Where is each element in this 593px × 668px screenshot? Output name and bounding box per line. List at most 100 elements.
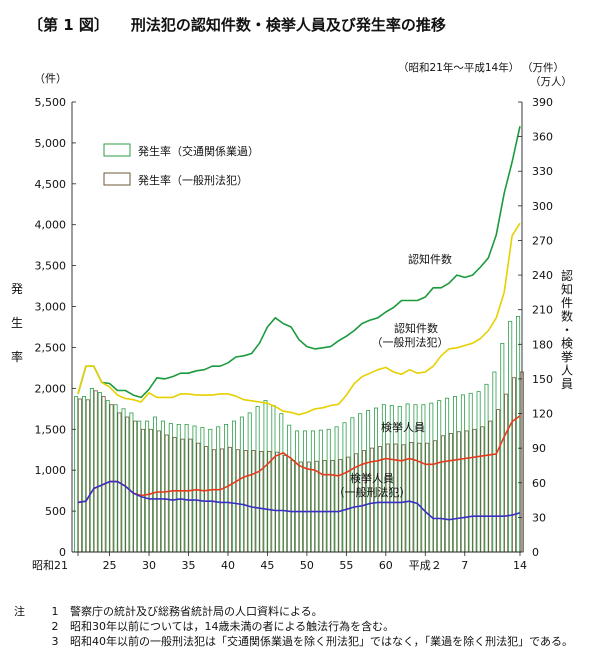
bar-general: [251, 450, 256, 553]
x-tick-label: 60: [379, 559, 393, 572]
series-annotation: 検挙人員: [381, 420, 425, 434]
bar-general: [133, 420, 138, 553]
line-series: [77, 480, 521, 521]
right-tick-label: 30: [532, 511, 546, 524]
bar-general: [259, 450, 264, 553]
note-row: 注 1 警察庁の統計及び総務省統計局の人口資料による。: [14, 604, 573, 619]
note-row: 2 昭和30年以前については，14歳未満の者による触法行為を含む。: [14, 619, 573, 634]
x-tick-label: 45: [260, 559, 274, 572]
bar-traffic: [437, 400, 442, 553]
bar-general: [464, 430, 469, 553]
x-tick-label: 30: [142, 559, 156, 572]
bar-general: [164, 434, 169, 553]
note-number: 1: [51, 605, 59, 618]
bar-traffic: [105, 400, 110, 553]
bar-traffic: [82, 396, 87, 553]
right-axis-label-char: 検: [561, 337, 573, 351]
right-tick-label: 240: [532, 269, 553, 282]
bar-general: [267, 450, 272, 553]
bar-traffic: [176, 423, 181, 553]
bar-traffic: [279, 413, 284, 553]
bar-general: [504, 393, 509, 553]
bar-general: [425, 442, 430, 553]
right-tick-label: 270: [532, 234, 553, 247]
axes-layer: [71, 101, 523, 556]
bar-general: [480, 426, 485, 553]
right-axis-label-dot: ・: [561, 323, 573, 337]
right-axis-label-char: 員: [561, 377, 573, 391]
bar-general: [488, 420, 493, 553]
bar-general: [204, 446, 209, 553]
bar-traffic: [129, 412, 134, 553]
x-tick-label: 35: [182, 559, 196, 572]
right-tick-label: 300: [532, 200, 553, 213]
bar-traffic: [145, 420, 150, 553]
right-axis-label-char: 人: [561, 364, 573, 378]
left-tick-label: 500: [45, 505, 66, 518]
note-text: 昭和40年以前の一般刑法犯は「交通関係業過を除く刑法犯」ではなく，「業過を除く刑…: [70, 635, 574, 648]
bar-general: [188, 438, 193, 553]
left-axis-label-char: 生: [11, 316, 23, 330]
bar-general: [448, 432, 453, 553]
bar-traffic: [508, 320, 513, 553]
bar-general: [243, 450, 248, 553]
right-axis-unit: （万人）: [530, 76, 572, 88]
period-note: （昭和21年～平成14年）: [398, 61, 519, 74]
bar-general: [314, 460, 319, 553]
bar-general: [227, 446, 232, 553]
figure-title-text: 刑法犯の認知件数・検挙人員及び発生率の推移: [130, 16, 446, 34]
bar-general: [275, 451, 280, 553]
bar-general: [354, 453, 359, 553]
legend-label: 発生率（交通関係業過）: [138, 144, 259, 158]
bar-general: [512, 377, 517, 553]
bar-general: [417, 442, 422, 553]
legend-label: 発生率（一般刑法犯）: [138, 173, 248, 187]
bar-general: [101, 396, 106, 553]
right-axis-label-char: 件: [561, 296, 573, 310]
x-tick-label: 25: [103, 559, 117, 572]
bar-general: [219, 448, 224, 553]
line-series: [77, 415, 521, 504]
series-annotation: （一般刑法犯）: [334, 485, 411, 499]
bar-traffic: [184, 423, 189, 553]
series-annotation: 認知件数: [394, 321, 438, 335]
figure-title: 〔第 1 図〕 刑法犯の認知件数・検挙人員及び発生率の推移: [28, 14, 446, 35]
left-axis-unit: （件）: [34, 72, 67, 85]
x-tick-label: 40: [221, 559, 235, 572]
note-text: 昭和30年以前については，14歳未満の者による触法行為を含む。: [70, 620, 395, 633]
left-tick-label: 2,500: [35, 341, 67, 354]
right-tick-label: 330: [532, 165, 553, 178]
bar-general: [456, 431, 461, 553]
right-tick-label: 0: [532, 546, 539, 559]
bar-traffic: [160, 420, 165, 553]
bar-general: [235, 449, 240, 553]
note-number: 2: [51, 620, 59, 633]
right-tick-label: 390: [532, 96, 553, 109]
series-annotation: （一般刑法犯）: [372, 335, 449, 349]
bar-traffic: [137, 420, 142, 553]
note-mark: 注: [14, 605, 25, 618]
bar-general: [472, 428, 477, 553]
notes: 注 1 警察庁の統計及び総務省統計局の人口資料による。 2 昭和30年以前につい…: [14, 604, 573, 649]
right-axis-unit-top: （万件）: [522, 62, 564, 74]
bar-traffic: [113, 404, 118, 553]
text-layer: 05001,0001,5002,0002,5003,0003,5004,0004…: [11, 61, 573, 572]
bar-traffic: [239, 416, 244, 553]
right-tick-label: 150: [532, 373, 553, 386]
bar-traffic: [287, 424, 292, 553]
right-tick-label: 120: [532, 408, 553, 421]
bar-traffic: [429, 402, 434, 553]
bar-traffic: [231, 420, 236, 553]
figure-number: 〔第 1 図〕: [28, 16, 109, 34]
line-series: [77, 222, 521, 416]
x-tick-label: 50: [300, 559, 314, 572]
left-tick-label: 1,500: [35, 423, 67, 436]
bar-traffic: [192, 425, 197, 553]
x-tick-label: 平成２: [409, 559, 442, 572]
left-tick-label: 3,500: [35, 260, 67, 273]
right-axis-label-char: 数: [561, 309, 573, 324]
left-tick-label: 3,000: [35, 301, 67, 314]
note-text: 警察庁の統計及び総務省統計局の人口資料による。: [70, 605, 323, 618]
bar-general: [93, 390, 98, 553]
left-tick-label: 4,500: [35, 178, 67, 191]
